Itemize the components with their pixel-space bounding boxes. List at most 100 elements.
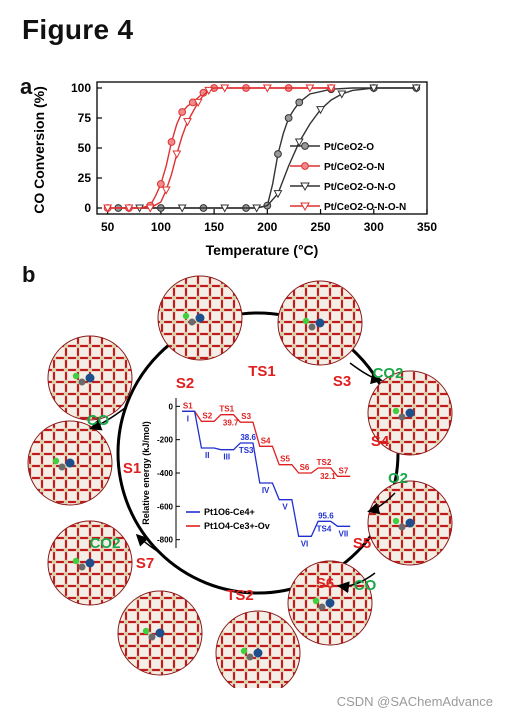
y-tick-label: 75: [78, 111, 92, 125]
step-label: S3: [241, 412, 251, 421]
lattice-cluster: [47, 335, 133, 421]
c-atom: [188, 318, 196, 326]
energy-profile-chart: 0 -200 -400 -600 -800 Relative energy (kJ/mol…: [141, 398, 351, 548]
state-label-s6: S6: [316, 575, 334, 592]
step-label: S6: [300, 463, 310, 472]
pt-atom: [325, 598, 335, 608]
state-label-ts1: TS1: [248, 363, 276, 380]
pt-atom: [195, 313, 205, 323]
y-tick-label: 50: [78, 141, 92, 155]
series-line: [107, 87, 332, 209]
step-label: S2: [202, 411, 212, 420]
y-tick-label: 100: [71, 81, 91, 95]
cycle-arrow: [89, 407, 126, 431]
pt-atom: [315, 318, 325, 328]
pt-atom: [405, 408, 415, 418]
lattice-cluster: [215, 610, 301, 688]
state-label-s5: S5: [353, 535, 371, 552]
state-label-s1: S1: [123, 460, 141, 477]
red-barrier-label: 32.1: [320, 472, 336, 481]
o-atom: [392, 517, 400, 525]
legend-label: Pt/CeO2-O-N: [324, 162, 385, 173]
data-point: [337, 90, 347, 99]
o-atom: [142, 627, 150, 635]
lattice-cluster: [367, 370, 453, 456]
data-point: [411, 84, 421, 93]
state-label-s7: S7: [136, 555, 154, 572]
data-point: [316, 106, 325, 115]
step-label: VII: [338, 529, 348, 538]
data-point: [220, 84, 230, 93]
data-point: [183, 118, 192, 127]
molecule-co-top: CO: [87, 412, 110, 429]
cycle-arrow: [135, 533, 161, 554]
step-label: II: [205, 451, 209, 460]
inner-legend-red-label: Pt1O4-Ce3+-Ov: [204, 521, 270, 531]
structure-clusters: [27, 275, 453, 688]
energy-profile: [182, 410, 351, 537]
state-labels: S1 S2 TS1 S3 S4 S5 S6 TS2 S7: [123, 363, 390, 604]
data-point: [177, 204, 187, 213]
c-atom: [246, 653, 254, 661]
step-label: TS3: [239, 446, 254, 455]
c-atom: [78, 378, 86, 386]
x-tick-label: 50: [101, 220, 115, 234]
x-tick-label: 100: [151, 220, 171, 234]
x-tick-label: 350: [417, 220, 437, 234]
pt-atom: [155, 628, 165, 638]
inner-y-tick-label: -600: [157, 502, 174, 511]
figure-title: Figure 4: [22, 14, 134, 45]
step-label: V: [282, 503, 288, 512]
blue-barrier-label: 38.6: [240, 433, 256, 442]
inner-y-axis-label: Relative energy (kJ/mol): [141, 421, 151, 525]
data-point: [204, 86, 214, 96]
red-barrier-label: 39.7: [223, 419, 239, 428]
y-axis-label: CO Conversion (%): [31, 86, 47, 214]
y-tick-label: 0: [84, 201, 91, 215]
step-label: III: [223, 453, 230, 462]
x-tick-label: 150: [204, 220, 224, 234]
panel-b-label: b: [22, 262, 36, 287]
x-tick-label: 300: [364, 220, 384, 234]
legend-marker: [300, 182, 310, 192]
data-point: [172, 150, 182, 159]
x-tick-label: 200: [257, 220, 277, 234]
x-axis-label: Temperature (°C): [206, 242, 319, 258]
step-label: S5: [280, 455, 290, 464]
cycle-arrow: [349, 362, 383, 385]
step-label: TS2: [317, 458, 332, 467]
lattice-cluster: [287, 560, 373, 646]
o-atom: [240, 647, 248, 655]
legend-label: Pt/CeO2-O: [324, 142, 374, 153]
step-label: VI: [301, 539, 309, 548]
step-label: S4: [261, 436, 271, 445]
o-atom: [312, 597, 320, 605]
c-atom: [398, 413, 406, 421]
step-label: TS1: [219, 405, 234, 414]
lattice-cluster: [157, 275, 243, 361]
c-atom: [78, 563, 86, 571]
lattice-cluster: [277, 280, 363, 366]
data-point: [284, 114, 293, 122]
pt-atom: [65, 458, 75, 468]
axes: 50 100 150 200 250 300 350 0 25 50 75 100: [71, 81, 437, 234]
state-label-s2: S2: [176, 375, 194, 392]
data-point: [220, 204, 230, 213]
step-label: IV: [262, 486, 270, 495]
cycle-arrows: [89, 362, 396, 594]
cycle-arrow: [367, 492, 396, 515]
inner-y-tick-label: -800: [157, 536, 174, 545]
state-label-ts2: TS2: [226, 587, 254, 604]
legend-marker: [300, 202, 310, 212]
molecule-co2-top: CO2: [373, 365, 404, 382]
data-point: [305, 84, 315, 93]
legend-marker: [301, 142, 309, 150]
state-label-s3: S3: [333, 373, 351, 390]
data-point: [167, 138, 176, 146]
c-atom: [308, 323, 316, 331]
o-atom: [72, 372, 80, 380]
c-atom: [148, 633, 156, 641]
co-conversion-chart: 50 100 150 200 250 300 350 0 25 50 75 100 Pt/CeO2-O…: [31, 81, 437, 258]
step-label: S7: [338, 466, 348, 475]
watermark: CSDN @SAChemAdvance: [336, 694, 493, 709]
